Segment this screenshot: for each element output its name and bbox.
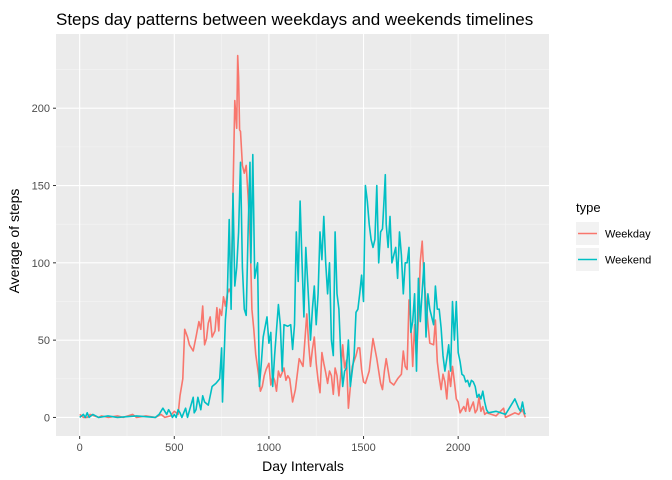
x-tick-label: 0 <box>77 442 83 454</box>
series-lines <box>79 54 527 419</box>
series-line-weekday <box>79 54 527 419</box>
minor-gridlines <box>56 34 549 436</box>
y-axis-title: Average of steps <box>6 189 22 294</box>
plot-title: Steps day patterns between weekdays and … <box>56 10 533 29</box>
x-tick-label: 1000 <box>257 442 281 454</box>
legend: type Weekday Weekend <box>576 200 651 271</box>
x-tick-label: 500 <box>165 442 183 454</box>
y-tick-label: 100 <box>32 258 50 270</box>
y-tick-label: 150 <box>32 181 50 193</box>
plot-panel <box>56 34 549 436</box>
legend-label-weekday: Weekday <box>605 229 651 241</box>
y-tick-label: 200 <box>32 103 50 115</box>
legend-label-weekend: Weekend <box>605 255 651 267</box>
y-tick-label: 0 <box>44 412 50 424</box>
series-line-weekend <box>79 153 526 419</box>
y-tick-label: 50 <box>38 335 50 347</box>
y-axis: 0 50 100 150 200 <box>32 103 56 424</box>
x-axis: 0 500 1000 1500 2000 <box>77 436 470 454</box>
x-tick-label: 1500 <box>351 442 375 454</box>
x-axis-title: Day Intervals <box>262 458 344 474</box>
legend-items: Weekday Weekend <box>576 222 651 271</box>
legend-title: type <box>576 200 601 215</box>
x-tick-label: 2000 <box>446 442 470 454</box>
